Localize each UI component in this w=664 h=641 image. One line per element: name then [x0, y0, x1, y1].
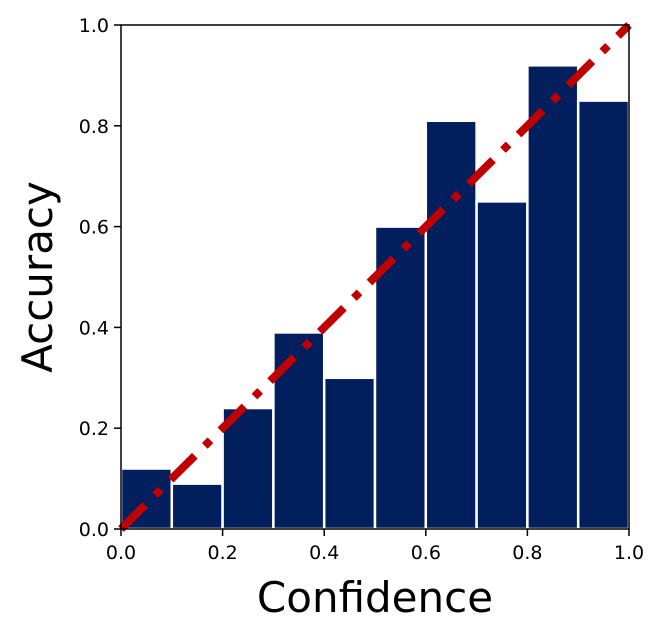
x-tick-label-4: 0.8: [512, 542, 542, 564]
bar-4: [322, 376, 377, 531]
ticks-group: 0.0 0.2 0.4 0.6 0.8 1.0 0.0 0.2 0.4 0.6 0.8 1.0: [79, 15, 644, 564]
x-axis-label: Confidence: [257, 573, 493, 622]
reference-line-group: [118, 22, 632, 532]
y-tick-label-4: 0.8: [79, 116, 109, 138]
x-tick-label-3: 0.6: [411, 542, 441, 564]
y-tick-label-1: 0.2: [79, 418, 109, 440]
plot-frame: [120, 24, 630, 530]
reference-diagonal-line: [118, 22, 632, 532]
y-tick-label-0: 0.0: [79, 519, 109, 541]
bar-1: [170, 482, 224, 531]
axes-group: [120, 24, 630, 530]
bar-8: [526, 64, 580, 531]
y-tick-label-5: 1.0: [79, 15, 109, 37]
x-tick-label-2: 0.4: [309, 542, 339, 564]
y-tick-label-3: 0.6: [79, 217, 109, 239]
bar-9: [576, 99, 631, 531]
bar-7: [475, 200, 529, 531]
bar-3: [272, 331, 326, 531]
x-tick-label-5: 1.0: [614, 542, 644, 564]
y-tick-label-2: 0.4: [79, 317, 109, 339]
y-axis-label: Accuracy: [13, 181, 62, 373]
x-tick-label-1: 0.2: [207, 542, 237, 564]
x-tick-label-0: 0.0: [106, 542, 136, 564]
bars-group: [119, 64, 631, 531]
